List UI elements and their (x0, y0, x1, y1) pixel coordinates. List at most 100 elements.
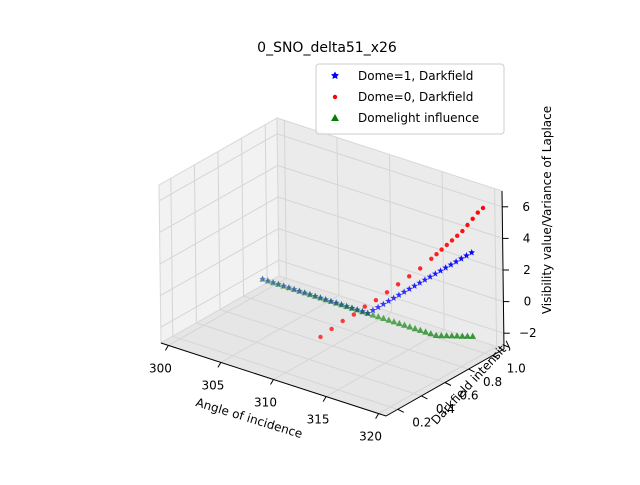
data-point-dot (434, 252, 439, 257)
data-point-dot (418, 266, 423, 271)
legend-star-marker (331, 71, 339, 79)
x-tick-label: 315 (307, 413, 330, 427)
z-grid-line (277, 164, 503, 239)
z-grid-line (158, 133, 278, 202)
data-point-dot (395, 282, 401, 287)
y-grid-line (196, 322, 422, 397)
tick-labels: 300 305 310 315 320 0.2 0.4 0.6 0.8 1.0 −2 0 2 4 6 (149, 200, 537, 444)
legend-entry-domelight: Domelight influence (331, 111, 479, 125)
data-point-triangle (416, 326, 424, 333)
data-point-star (374, 303, 382, 311)
data-point-triangle (322, 296, 330, 303)
axis-lines (160, 190, 510, 419)
z-grid-line (278, 228, 504, 303)
data-point-dot (329, 326, 334, 332)
data-point-triangle (290, 285, 298, 292)
z-tick-label: −2 (519, 326, 537, 340)
data-point-triangle (427, 330, 435, 337)
data-point-dot (362, 304, 367, 309)
z-tick-label: 4 (523, 231, 531, 245)
data-point-dot (407, 274, 412, 279)
data-point-triangle (306, 290, 314, 298)
data-point-star (311, 292, 319, 300)
data-point-triangle (469, 332, 477, 339)
data-point-triangle (385, 316, 393, 323)
data-point-triangle (390, 318, 398, 325)
x-tick (322, 396, 327, 402)
data-point-star (280, 282, 288, 289)
x-tick (217, 362, 222, 368)
data-point-triangle (353, 306, 361, 313)
data-point-star (395, 291, 403, 298)
data-point-triangle (422, 328, 429, 335)
data-point-star (457, 255, 465, 262)
data-point-triangle (296, 287, 303, 294)
data-point-triangle (453, 332, 461, 339)
data-point-star (468, 249, 476, 256)
legend-triangle-marker (331, 114, 339, 121)
data-point-star (390, 294, 398, 301)
data-point-star (442, 264, 450, 271)
series-2 (259, 275, 477, 339)
data-point-dot (465, 222, 470, 228)
data-point-triangle (432, 331, 440, 338)
data-point-triangle (401, 321, 408, 328)
legend-frame (315, 63, 505, 135)
data-point-star (306, 290, 314, 298)
data-point-dot (439, 247, 444, 252)
grid-lines (158, 120, 504, 415)
data-point-triangle (458, 332, 466, 339)
data-point-triangle (443, 332, 450, 339)
data-point-triangle (343, 302, 351, 309)
data-point-triangle (311, 292, 319, 299)
x-tick-label: 305 (201, 378, 224, 392)
z-grid-line (159, 164, 278, 233)
data-point-triangle (448, 332, 456, 339)
data-point-dot (475, 210, 480, 215)
data-point-triangle (348, 304, 356, 311)
y-tick (468, 368, 475, 373)
x-tick-label: 300 (149, 361, 172, 375)
data-point-star (274, 280, 282, 288)
legend-label-dome0: Dome=0, Darkfield (358, 90, 473, 104)
legend-label-domelight: Domelight influence (358, 111, 479, 125)
data-point-triangle (338, 301, 345, 308)
z-tick-label: 6 (522, 200, 530, 214)
data-point-star (259, 275, 266, 283)
legend-label-dome1: Dome=1, Darkfield (358, 69, 473, 83)
z-tick-label: 0 (524, 295, 532, 309)
data-point-dot (384, 290, 390, 295)
data-point-dot (480, 205, 486, 211)
data-point-star (431, 270, 439, 277)
x-tick (164, 345, 169, 351)
data-point-dot (373, 298, 379, 303)
data-point-triangle (317, 294, 324, 301)
data-point-triangle (374, 313, 382, 320)
data-point-dot (340, 318, 345, 324)
data-point-triangle (369, 311, 377, 318)
data-point-dot (318, 334, 323, 340)
data-point-triangle (359, 308, 366, 315)
data-point-dot (455, 233, 460, 238)
data-point-triangle (437, 332, 445, 339)
z-grid-line (160, 259, 280, 328)
y-tick (491, 355, 499, 360)
data-point-dot (429, 256, 434, 261)
z-grid-line (160, 228, 279, 297)
y-grid-line (219, 309, 446, 383)
data-point-star (437, 267, 444, 274)
data-point-star (452, 258, 460, 265)
y-tick (444, 382, 452, 386)
data-point-triangle (280, 282, 287, 289)
x-tick (375, 413, 380, 419)
data-point-triangle (411, 325, 419, 332)
data-point-star (447, 261, 455, 268)
data-point-dot (460, 228, 465, 234)
data-point-triangle (301, 289, 309, 296)
data-point-triangle (327, 297, 335, 304)
data-point-triangle (464, 332, 471, 339)
data-point-star (317, 294, 324, 301)
z-tick-label: 2 (523, 263, 531, 277)
data-point-triangle (285, 284, 293, 291)
